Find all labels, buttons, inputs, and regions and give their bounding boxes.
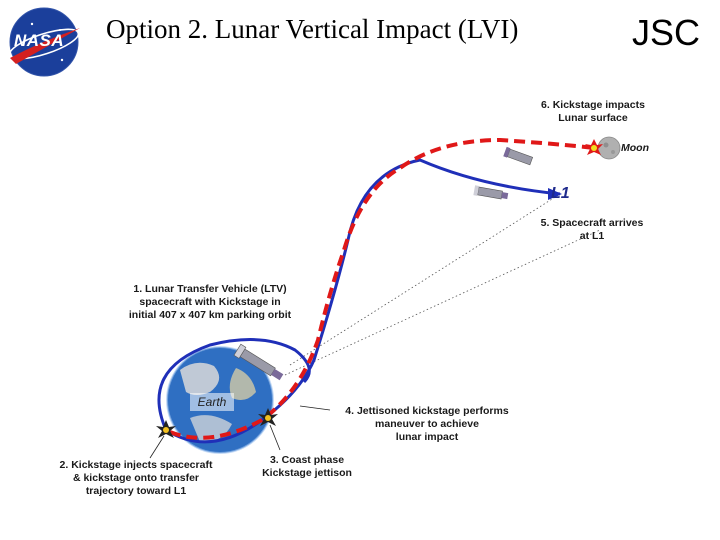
page-title: Option 2. Lunar Vertical Impact (LVI) [106, 14, 519, 44]
earth-l1-reference-line [289, 193, 561, 366]
step4-label: 4. Jettisoned kickstage performs maneuver… [345, 405, 509, 443]
l1-label: L1 [551, 185, 570, 202]
step3-label: 3. Coast phase Kickstage jettison [262, 454, 352, 479]
step2-leader-line [149, 435, 165, 459]
kickstage-icon [503, 146, 534, 166]
step6-label: 6. Kickstage impacts Lunar surface [541, 99, 645, 124]
l1-arrow-icon [548, 188, 562, 200]
moon-label: Moon [621, 142, 649, 154]
step4-leader-line [299, 405, 331, 411]
nasa-meatball-logo [8, 7, 80, 77]
nasa-logo-text: NASA [14, 31, 65, 50]
step3-leader-line [269, 424, 281, 451]
ltv-spacecraft-icon [233, 343, 284, 381]
moon-icon [597, 136, 621, 160]
earth-moon-reference-line [284, 229, 601, 376]
step1-label: 1. Lunar Transfer Vehicle (LTV) spacecraf… [128, 283, 292, 321]
earth-label: Earth [190, 393, 234, 411]
spacecraft-at-l1-icon [473, 185, 509, 200]
org-label: JSC [632, 12, 701, 53]
jettison-burn-icon [258, 408, 278, 426]
kickstage-trajectory [169, 137, 596, 440]
injection-burn-icon [156, 420, 176, 438]
step2-label: 2. Kickstage injects spacecraft & kicksta… [59, 459, 213, 497]
step5-label: 5. Spacecraft arrives at L1 [540, 217, 644, 242]
lunar-impact-icon [585, 139, 603, 155]
